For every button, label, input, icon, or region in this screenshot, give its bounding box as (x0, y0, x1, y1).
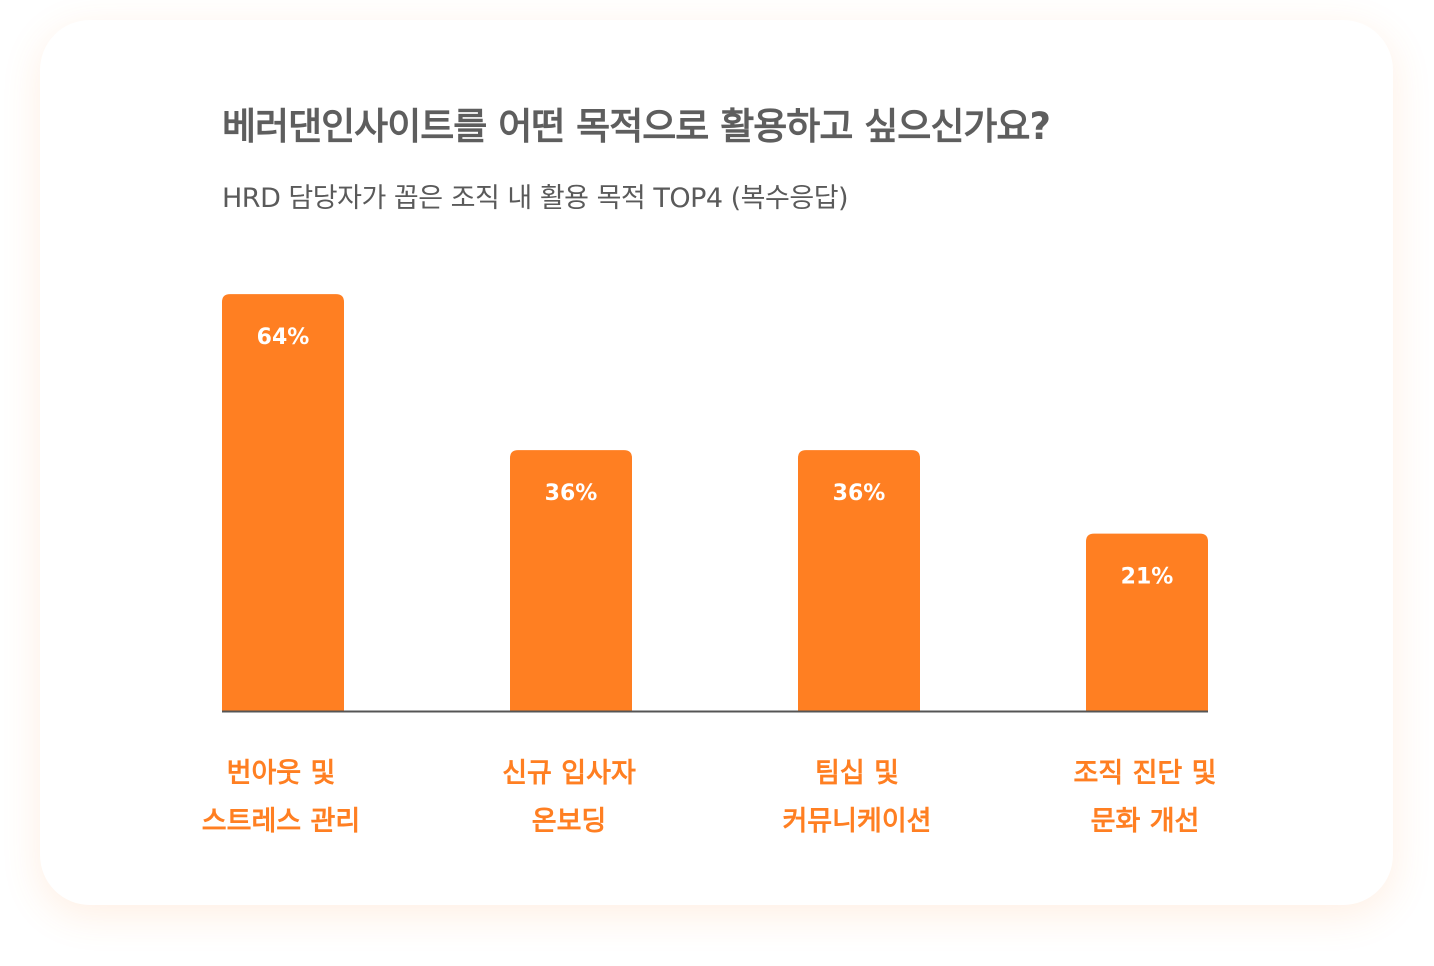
bar (510, 450, 632, 711)
category-label: 신규 입사자 (502, 758, 636, 789)
bar (798, 450, 920, 711)
bar (1086, 533, 1208, 711)
bar-value-label: 36% (545, 481, 598, 506)
category-label: 스트레스 관리 (202, 806, 360, 837)
category-label: 문화 개선 (1091, 806, 1200, 837)
bar-value-label: 21% (1121, 565, 1174, 590)
chart-subtitle: HRD 담당자가 꼽은 조직 내 활용 목적 TOP4 (복수응답) (222, 183, 849, 214)
category-label: 온보딩 (532, 806, 607, 837)
category-label: 팀십 및 (815, 758, 899, 789)
category-label: 조직 진단 및 (1074, 758, 1217, 789)
category-label: 번아웃 및 (227, 758, 336, 789)
bar-value-label: 36% (833, 481, 886, 506)
bar (222, 294, 344, 711)
bar-value-label: 64% (257, 325, 310, 350)
category-label: 커뮤니케이션 (782, 806, 931, 837)
chart-title: 베러댄인사이트를 어떤 목적으로 활용하고 싶으신가요? (222, 105, 1051, 148)
